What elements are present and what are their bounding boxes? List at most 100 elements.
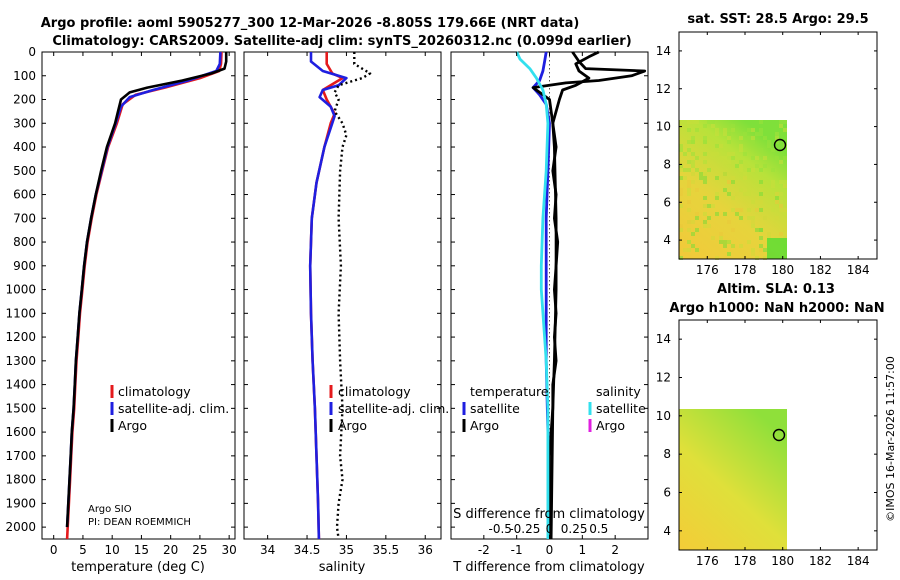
sst-cell (723, 160, 727, 164)
depth-tick-label: 600 (13, 188, 36, 202)
sst-cell (739, 144, 743, 148)
depth-tick-label: 1700 (5, 449, 36, 463)
sst-cell (687, 140, 691, 144)
sst-cell (731, 128, 735, 132)
sst-cell (759, 244, 763, 248)
sst-cell (751, 224, 755, 228)
sst-cell (739, 136, 743, 140)
map-lat-tick-label: 4 (663, 233, 671, 247)
sst-cell (759, 236, 763, 240)
sst-cell (707, 120, 711, 124)
sst-cell (771, 148, 775, 152)
depth-tick-label: 1900 (5, 496, 36, 510)
sst-cell (679, 148, 683, 152)
legend-label-climatology: climatology (338, 384, 411, 399)
sst-cell (735, 208, 739, 212)
sst-cell (775, 140, 779, 144)
sst-cell (771, 180, 775, 184)
sst-cell (739, 216, 743, 220)
depth-tick-label: 1000 (5, 283, 36, 297)
sst-cell (779, 164, 783, 168)
sst-cell (759, 192, 763, 196)
sst-cell (727, 240, 731, 244)
sst-cell (695, 120, 699, 124)
sst-cell (743, 172, 747, 176)
sst-cell (755, 228, 759, 232)
sst-cell (731, 156, 735, 160)
sst-cell (747, 188, 751, 192)
sst-map-frame (678, 31, 878, 260)
sst-cell (735, 212, 739, 216)
sst-cell (727, 252, 731, 256)
sst-cell (687, 188, 691, 192)
legend-label-argo: Argo (118, 418, 147, 433)
legend-label-argo: Argo (338, 418, 367, 433)
salinity-tick-label: 34 (260, 543, 275, 557)
sst-cell (719, 156, 723, 160)
sst-cell (727, 140, 731, 144)
sst-cell (767, 144, 771, 148)
sst-cell (727, 192, 731, 196)
sst-cell (723, 244, 727, 248)
depth-tick-label: 1400 (5, 378, 36, 392)
sst-cell (775, 156, 779, 160)
sla-map-title: Altim. SLA: 0.13 (717, 282, 835, 297)
sst-cell (695, 156, 699, 160)
sst-cell (723, 128, 727, 132)
map-lat-tick-label: 8 (663, 157, 671, 171)
sst-cell (691, 120, 695, 124)
sst-cell (771, 168, 775, 172)
temperature-series-argo (65, 52, 228, 528)
sst-cell (783, 128, 787, 132)
sst-cell (759, 132, 763, 136)
sst-cell (731, 124, 735, 128)
sst-cell (779, 208, 783, 212)
sst-cell (759, 248, 763, 252)
sla-heatmap (679, 409, 787, 550)
t-diff-tick-label: 2 (611, 543, 619, 557)
sst-cell (715, 144, 719, 148)
temperature-series-satellite (65, 51, 222, 528)
sst-cell (707, 224, 711, 228)
sst-cell (735, 164, 739, 168)
depth-tick-label: 1100 (5, 306, 36, 320)
salinity-series-climatology (308, 52, 344, 540)
sst-cell (747, 192, 751, 196)
sst-cell (683, 248, 687, 252)
sst-cell (779, 200, 783, 204)
sst-cell (699, 172, 703, 176)
legend-label-t-satellite: satellite (470, 401, 520, 416)
s-diff-tick-label: 0.25 (561, 522, 588, 536)
sst-cell (715, 152, 719, 156)
sst-cell (723, 212, 727, 216)
sst-cell (763, 248, 767, 252)
sst-cell (755, 164, 759, 168)
sst-cell (679, 228, 683, 232)
sst-cell (767, 232, 771, 236)
sst-cell (739, 244, 743, 248)
sst-cell (747, 216, 751, 220)
map-lon-tick-label: 184 (847, 263, 870, 277)
salinity-tick-label: 35 (339, 543, 354, 557)
s-diff-tick-label: 0.5 (589, 522, 608, 536)
map-lon-tick-label: 178 (734, 263, 757, 277)
sst-cell (719, 232, 723, 236)
sst-cell (743, 192, 747, 196)
sst-cell (715, 196, 719, 200)
sst-cell (751, 140, 755, 144)
difference-legend: temperature salinity satellite Argo sate… (462, 384, 646, 433)
sla-map-axes: 176 178 180 182 184 4 6 8 10 12 14 (656, 320, 877, 568)
map-lat-tick-label: 8 (663, 447, 671, 461)
s-diff-satellite (515, 51, 550, 539)
sst-cell (679, 144, 683, 148)
sst-cell (759, 148, 763, 152)
sst-cell (763, 216, 767, 220)
sst-cell (695, 216, 699, 220)
t-diff-tick-label: 0 (546, 543, 554, 557)
sst-cell (695, 168, 699, 172)
depth-tick-label: 1200 (5, 330, 36, 344)
depth-tick-label: 500 (13, 164, 36, 178)
sst-cell (691, 164, 695, 168)
depth-tick-label: 2000 (5, 520, 36, 534)
sst-cell (751, 128, 755, 132)
